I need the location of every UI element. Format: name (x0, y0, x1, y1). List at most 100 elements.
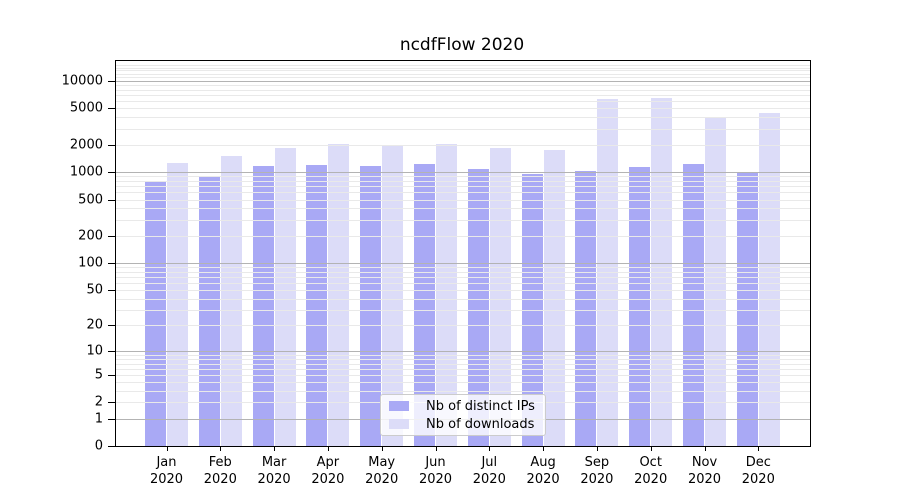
bar-nb-of-downloads-mar (274, 147, 296, 446)
gridline-minor (116, 199, 810, 201)
bar-nb-of-downloads-dec (758, 112, 780, 446)
y-tick (108, 144, 116, 146)
x-tick-year: 2020 (365, 472, 399, 487)
x-tick (489, 446, 491, 451)
gridline-minor (116, 117, 810, 119)
gridline-minor (116, 101, 810, 102)
x-tick-label-nov: Nov 2020 (688, 454, 721, 488)
gridline-major (116, 80, 810, 82)
x-tick-year: 2020 (526, 472, 560, 487)
gridline-minor (116, 283, 810, 284)
gridline-minor (116, 363, 810, 365)
x-tick-label-feb: Feb 2020 (204, 454, 237, 488)
bar-nb-of-downloads-jul (489, 148, 511, 446)
y-tick (108, 375, 116, 376)
x-tick-month: Aug (530, 455, 556, 470)
gridline-minor (116, 267, 810, 269)
chart-title: ncdfFlow 2020 (399, 35, 525, 55)
gridline-minor (116, 354, 810, 356)
y-tick (108, 325, 116, 327)
x-tick-label-jul: Jul 2020 (473, 454, 506, 488)
x-tick-month: Sep (584, 455, 610, 470)
y-tick-label: 50 (86, 282, 103, 298)
x-tick-label-may: May 2020 (365, 454, 398, 488)
gridline-minor (116, 277, 810, 278)
x-tick (435, 446, 437, 451)
plot-area: Nb of distinct IPs Nb of downloads 0 1 2 5 10… (62, 60, 811, 487)
y-tick-label: 20 (86, 317, 103, 333)
gridline-minor (116, 375, 810, 376)
x-tick-year: 2020 (203, 472, 237, 487)
bar-nb-of-distinct-ips-nov (683, 163, 704, 446)
y-tick-label: 2 (94, 394, 103, 410)
gridline-minor (116, 180, 810, 182)
x-tick-label-apr: Apr 2020 (311, 454, 344, 488)
y-tick-label: 500 (78, 192, 103, 207)
x-tick-month: Mar (261, 455, 287, 470)
gridline-major (116, 263, 810, 264)
gridline-minor (116, 391, 810, 392)
y-tick (108, 263, 116, 264)
legend-label: Nb of distinct IPs (426, 398, 535, 414)
x-tick-label-mar: Mar 2020 (258, 454, 291, 488)
x-tick (166, 446, 168, 451)
bar-nb-of-downloads-nov (705, 116, 726, 446)
x-tick (704, 446, 706, 451)
x-tick-year: 2020 (741, 472, 775, 487)
legend: Nb of distinct IPs Nb of downloads (380, 394, 546, 436)
y-tick (108, 235, 116, 237)
x-tick-month: Dec (745, 455, 771, 470)
gridline-minor (116, 358, 810, 360)
y-tick-label: 10000 (61, 73, 103, 89)
y-tick (108, 402, 116, 404)
gridline-minor (116, 208, 810, 210)
gridline-minor (116, 73, 810, 75)
x-tick-label-oct: Oct 2020 (634, 454, 667, 488)
gridline-minor (116, 382, 810, 384)
x-tick-month: Apr (316, 455, 340, 470)
gridline-minor (116, 144, 810, 146)
x-tick-year: 2020 (472, 472, 506, 487)
x-tick-year: 2020 (311, 472, 345, 487)
bar-nb-of-downloads-may (382, 146, 404, 446)
bar-nb-of-distinct-ips-jan (145, 181, 166, 446)
x-tick-year: 2020 (149, 472, 184, 487)
gridline-minor (116, 298, 810, 300)
bar-nb-of-distinct-ips-dec (736, 172, 758, 446)
x-tick-label-aug: Aug 2020 (527, 454, 560, 488)
x-tick-year: 2020 (580, 472, 614, 487)
x-tick-label-jan: Jan 2020 (150, 454, 183, 488)
x-tick-month: Jun (425, 455, 446, 470)
y-tick-label: 5 (94, 367, 103, 383)
legend-item: Nb of distinct IPs (389, 399, 537, 414)
y-tick-label: 2000 (69, 137, 103, 153)
x-tick (327, 446, 329, 451)
x-tick-month: May (368, 455, 396, 470)
gridline-minor (116, 85, 810, 86)
gridline-major (116, 350, 810, 352)
x-tick-month: Nov (691, 455, 718, 470)
gridline-minor (116, 219, 810, 221)
y-tick-label: 1000 (69, 164, 103, 180)
bar-nb-of-distinct-ips-sep (575, 170, 597, 446)
x-tick-label-sep: Sep 2020 (580, 454, 613, 488)
y-tick (108, 418, 116, 420)
bar-nb-of-downloads-feb (220, 155, 242, 446)
x-tick (220, 446, 222, 451)
y-tick (108, 80, 116, 82)
gridline-minor (116, 67, 810, 69)
gridline-minor (116, 309, 810, 311)
x-tick-year: 2020 (634, 472, 668, 487)
x-tick-year: 2020 (257, 472, 291, 487)
gridline-minor (116, 77, 810, 78)
x-tick-year: 2020 (418, 472, 453, 487)
gridline-minor (116, 271, 810, 273)
gridline-minor (116, 89, 810, 91)
y-tick-label: 1 (94, 411, 103, 426)
bar-nb-of-distinct-ips-apr (306, 164, 328, 446)
legend-swatch (389, 401, 409, 411)
x-tick (543, 446, 545, 451)
x-tick (274, 446, 276, 451)
x-tick-month: Jul (481, 455, 498, 470)
